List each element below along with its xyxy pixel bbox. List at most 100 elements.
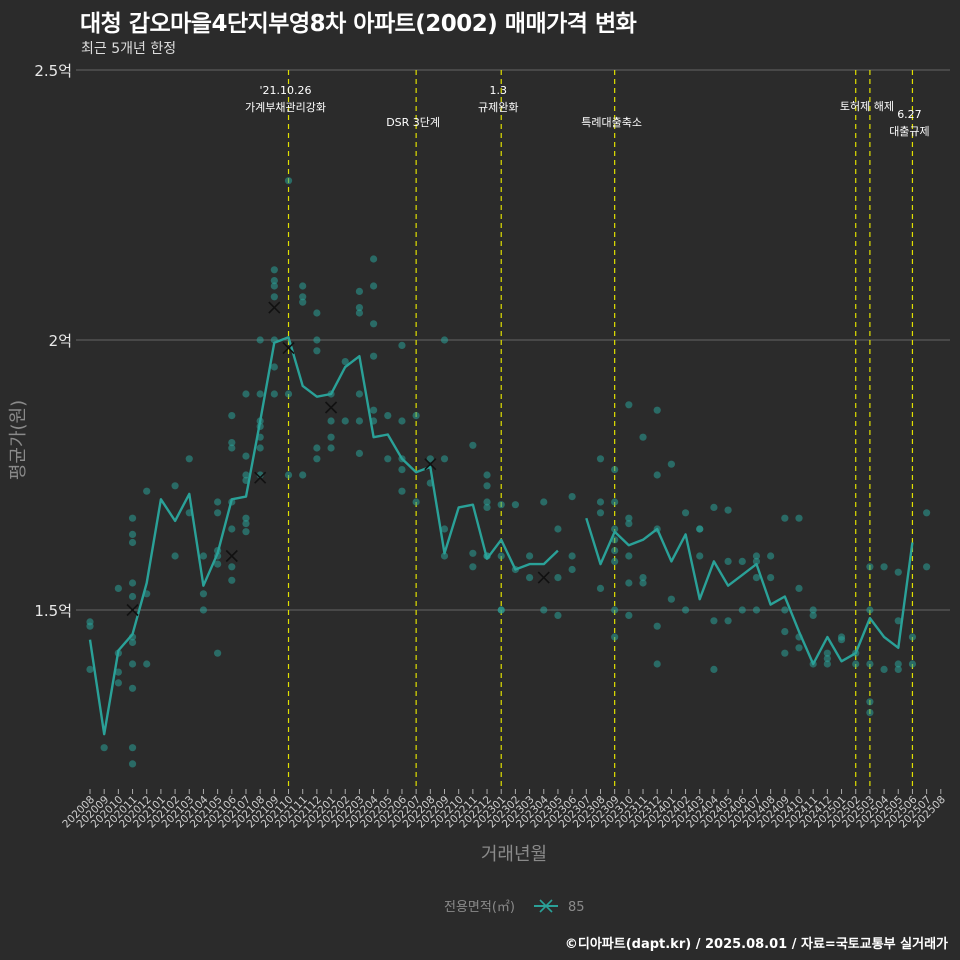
scatter-point [469,441,477,449]
scatter-point [384,412,392,420]
scatter-point [270,266,278,274]
scatter-point [653,406,661,414]
event-label: 대출규제 [889,125,929,138]
scatter-point [426,455,434,463]
scatter-point [667,460,675,468]
scatter-point [781,514,789,522]
scatter-point [710,617,718,625]
scatter-point [313,336,321,344]
scatter-point [128,684,137,692]
scatter-point [752,574,761,582]
legend: 전용면적(㎡) 85 [444,899,585,915]
y-tick-label: 1.5억 [34,602,72,620]
scatter-point [611,633,619,641]
scatter-point [412,498,420,506]
scatter-point [554,525,562,533]
scatter-point [724,617,732,625]
scatter-point [866,563,874,571]
scatter-point [511,501,519,509]
scatter-point [596,584,605,593]
scatter-point [128,760,137,768]
scatter-point [242,390,250,398]
scatter-point [611,606,619,614]
highlight-cross [126,603,139,617]
scatter-point [795,514,803,522]
event-label: 토허제 해제 [840,99,894,113]
scatter-point [440,455,449,463]
scatter-point [355,304,364,312]
scatter-point [128,660,137,668]
event-label: 특례대출축소 [581,116,642,129]
scatter-point [738,606,746,614]
scatter-point [596,498,605,506]
scatter-point [299,471,307,479]
scatter-point [497,606,505,614]
scatter-point [370,352,378,360]
scatter-point [908,633,917,641]
scatter-point [837,633,846,641]
scatter-point [256,444,264,452]
scatter-point [100,744,108,752]
scatter-point [781,649,789,657]
scatter-point [355,449,364,457]
scatter-point [228,525,236,533]
scatter-point [724,557,732,566]
scatter-point [866,660,874,668]
event-label: 규제완화 [478,101,518,114]
scatter-point [284,390,293,398]
scatter-point [214,560,222,568]
scatter-point [270,293,278,301]
event-label: 가계부채관리강화 [245,101,326,114]
scatter-point [894,568,902,576]
scatter-point [681,509,690,517]
scatter-point [554,574,562,582]
scatter-point [355,390,364,398]
scatter-point [355,309,364,317]
scatter-point [596,509,605,517]
scatter-point [497,552,505,560]
scatter-point [866,698,874,706]
scatter-point [497,501,505,509]
scatter-point [625,579,633,587]
scatter-point [483,471,491,479]
scatter-point [625,520,633,528]
scatter-point [752,557,761,566]
scatter-point [767,574,775,582]
scatter-point [86,618,94,626]
x-axis-title: 거래년월 [481,844,547,865]
scatter-point [128,744,137,752]
legend-entry-85: 85 [568,900,585,915]
scatter-point [299,282,307,290]
scatter-point [653,622,661,630]
scatter-point [483,503,491,511]
scatter-point [752,552,761,560]
scatter-point [880,563,888,571]
scatter-point [525,552,534,560]
scatter-point [214,498,222,506]
scatter-point [398,487,406,495]
scatter-point [611,525,619,533]
scatter-point [795,644,803,652]
y-tick-label: 2억 [49,332,72,350]
scatter-point [128,530,137,539]
scatter-point [199,552,208,560]
scatter-point [710,665,718,674]
scatter-point [214,649,222,657]
scatter-point [781,606,789,614]
highlight-cross [424,458,437,471]
scatter-point [710,503,718,511]
event-label: 6.27 [897,108,922,121]
scatter-point [880,665,888,674]
scatter-point [270,363,278,371]
scatter-point [440,525,449,533]
scatter-point [86,665,94,674]
scatter-point [809,606,817,614]
scatter-point [894,665,902,674]
scatter-point [625,552,633,560]
scatter-point [823,660,831,668]
scatter-point [284,471,293,479]
scatter-point [199,590,208,598]
scatter-point [270,282,278,290]
scatter-point [341,358,349,366]
